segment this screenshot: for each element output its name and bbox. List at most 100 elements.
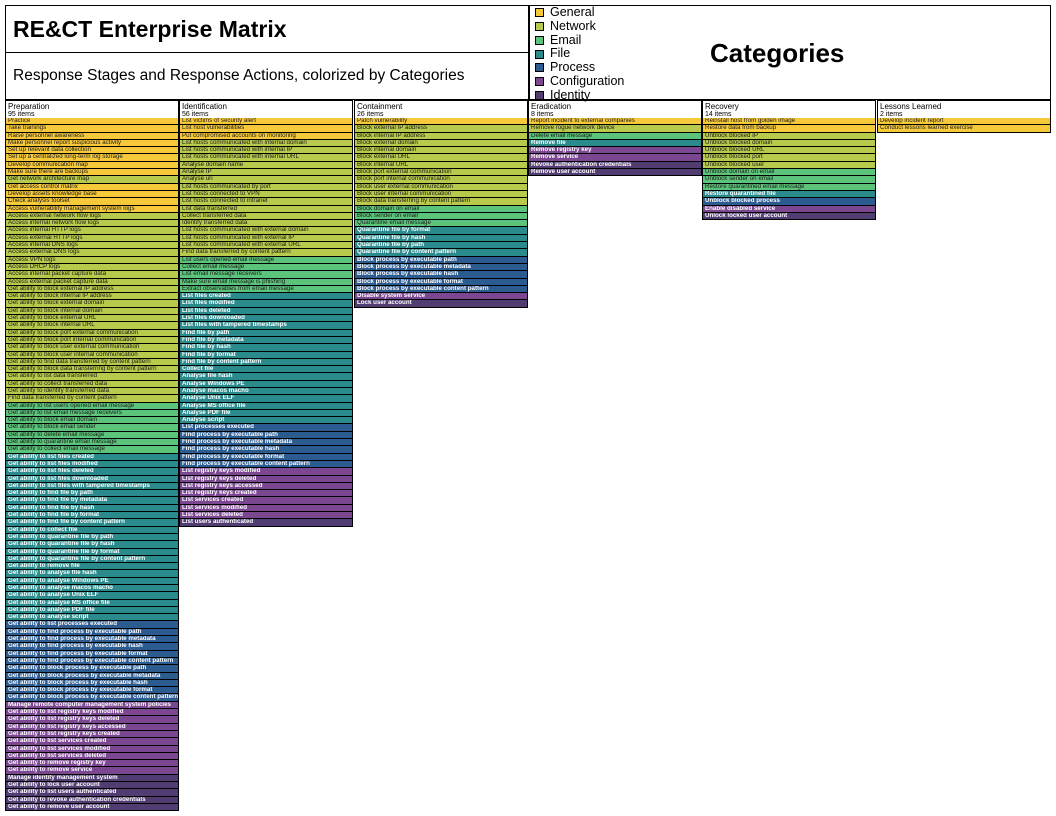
response-action: Get ability to block process by executab… <box>5 672 179 680</box>
stage-action-list: Practice Take trainings Raise personnel aw… <box>5 118 179 812</box>
response-action: Analyse Windows PE <box>179 380 353 388</box>
response-action: Remove service <box>528 154 702 162</box>
response-action: Take trainings <box>5 125 179 133</box>
response-action: Raise personnel awareness <box>5 132 179 140</box>
response-action: Analyse file hash <box>179 373 353 381</box>
response-action: Unblock domain on email <box>702 169 876 177</box>
response-action: Get ability to find process by executabl… <box>5 628 179 637</box>
response-action: Block process by executable content patt… <box>354 285 528 294</box>
response-action: Get ability to block port internal commu… <box>5 336 179 345</box>
response-action: Access internal HTTP logs <box>5 227 179 235</box>
response-action: Get ability to block email sender <box>5 424 179 432</box>
response-action: Patch vulnerability <box>354 118 528 126</box>
response-action: Get ability to find file by hash <box>5 504 179 513</box>
response-action: List email message receivers <box>179 271 353 279</box>
response-action: Get ability to remove user account <box>5 803 179 812</box>
response-action: Block internal URL <box>354 161 528 170</box>
response-action: Conduct lessons learned exercise <box>877 125 1051 133</box>
stage-name: Eradication <box>531 102 572 111</box>
response-action: Restore quarantined email message <box>702 183 876 191</box>
legend-swatch <box>535 8 544 18</box>
response-action: List data transferred <box>179 205 353 213</box>
response-action: Get ability to list processes executed <box>5 621 179 629</box>
legend-item: File <box>535 46 624 61</box>
response-action: List users authenticated <box>179 519 353 527</box>
legend-swatch <box>535 49 544 59</box>
response-action: Block sender on email <box>354 212 528 221</box>
response-action: Get ability to block internal URL <box>5 322 179 330</box>
matrix-subtitle: Response Stages and Response Actions, co… <box>13 67 465 84</box>
response-action: List files created <box>179 293 353 301</box>
response-action: Find process by executable metadata <box>179 439 353 447</box>
response-action: List hosts communicated with internal UR… <box>179 154 353 162</box>
response-action: Get ability to list registry keys access… <box>5 723 179 731</box>
legend-title: Categories <box>710 38 845 68</box>
response-action: List hosts communicated with internal do… <box>179 139 353 148</box>
response-action: Get ability to block data transferring b… <box>5 366 179 374</box>
response-action: Get ability to analyse MS office file <box>5 599 179 607</box>
response-action: Get ability to block port external commu… <box>5 329 179 337</box>
response-action: Unblock blocked URL <box>702 147 876 155</box>
response-action: List hosts communicated with external UR… <box>179 242 353 250</box>
response-action: List hosts communicated with external do… <box>179 227 353 235</box>
response-action: Get ability to find data transferred by … <box>5 358 179 367</box>
response-action: Get ability to analyse script <box>5 614 179 622</box>
response-action: Block external IP address <box>354 125 528 133</box>
response-action: List hosts communicated with internal IP <box>179 147 353 155</box>
response-action: Get ability to quarantine file by hash <box>5 541 179 549</box>
response-action: Remove registry key <box>528 147 702 155</box>
response-action: Get ability to block internal domain <box>5 307 179 316</box>
response-action: Find process by executable path <box>179 431 353 440</box>
response-action: Manage remote computer management system… <box>5 701 179 710</box>
response-action: Unblock sender on email <box>702 176 876 184</box>
response-action: Get ability to list files modified <box>5 460 179 469</box>
response-action: Get ability to block process by executab… <box>5 687 179 695</box>
response-action: Get ability to analyse Windows PE <box>5 577 179 585</box>
response-action: Access external DNS logs <box>5 249 179 257</box>
stage-header: Containment 26 items <box>354 100 528 120</box>
stage-item-count: 26 items <box>357 111 384 118</box>
response-action: Quarantine email message <box>354 220 528 228</box>
legend-swatch <box>535 63 544 73</box>
response-action: List registry keys accessed <box>179 482 353 491</box>
response-action: Quarantine file by hash <box>354 234 528 243</box>
response-action: Analyse macos macho <box>179 387 353 396</box>
response-action: Collect email message <box>179 263 353 272</box>
legend-item: Email <box>535 32 624 48</box>
stage-item-count: 14 items <box>705 111 732 118</box>
response-action: Get ability to quarantine file by conten… <box>5 555 179 564</box>
response-action: Block internal IP address <box>354 132 528 140</box>
stage-header: Preparation 95 items <box>5 100 179 120</box>
response-action: Report incident to external companies <box>528 118 702 126</box>
response-action: Block domain on email <box>354 205 528 213</box>
response-action: List hosts connected to intranet <box>179 198 353 206</box>
stage-item-count: 8 items <box>531 111 554 118</box>
response-action: Delete email message <box>528 132 702 140</box>
response-action: Block user internal communication <box>354 190 528 199</box>
stage-name: Lessons Learned <box>880 102 942 111</box>
stage-name: Containment <box>357 102 403 111</box>
response-action: Block process by executable format <box>354 278 528 286</box>
response-action: Reinstall host from golden image <box>702 118 876 126</box>
legend-label: Identity <box>550 87 591 102</box>
stage-action-list: Report incident to external companies Rem… <box>528 118 702 177</box>
response-action: Analyse PDF file <box>179 409 353 418</box>
response-action: Get ability to list registry keys modifi… <box>5 709 179 717</box>
stage-action-list: Reinstall host from golden image Restore … <box>702 118 876 221</box>
stage-name: Preparation <box>8 102 50 111</box>
response-action: Get ability to collect email message <box>5 446 179 454</box>
stage-header: Identification 56 items <box>179 100 353 120</box>
response-action: Unblock blocked IP <box>702 132 876 140</box>
response-action: Get ability to quarantine email message <box>5 439 179 447</box>
response-action: List files with tampered timestamps <box>179 322 353 330</box>
response-action: List users opened email message <box>179 256 353 264</box>
stage-action-list: List victims of security alert List host … <box>179 118 353 527</box>
response-action: Get ability to list files created <box>5 453 179 461</box>
response-action: Find file by path <box>179 329 353 337</box>
stage-item-count: 56 items <box>182 111 209 118</box>
response-action: List hosts connected to VPN <box>179 190 353 199</box>
legend-label: General <box>550 5 595 19</box>
stage-action-list: Patch vulnerability Block external IP add… <box>354 118 528 308</box>
legend-label: Email <box>550 32 582 47</box>
response-action: Collect transferred data <box>179 212 353 221</box>
